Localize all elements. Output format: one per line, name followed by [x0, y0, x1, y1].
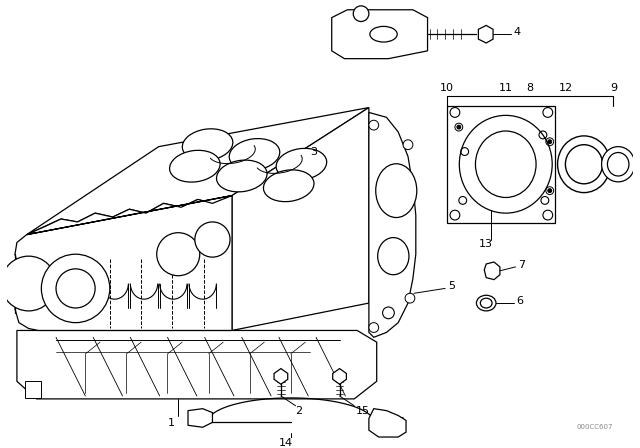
- Ellipse shape: [557, 136, 611, 193]
- Text: 6: 6: [516, 296, 524, 306]
- Ellipse shape: [481, 298, 492, 308]
- Ellipse shape: [229, 138, 280, 170]
- Polygon shape: [369, 112, 416, 337]
- Text: 13: 13: [479, 239, 493, 250]
- Text: 12: 12: [559, 83, 573, 93]
- Circle shape: [548, 189, 552, 193]
- Ellipse shape: [376, 164, 417, 218]
- Polygon shape: [188, 409, 212, 427]
- Polygon shape: [274, 369, 288, 384]
- Circle shape: [548, 140, 552, 144]
- Circle shape: [157, 233, 200, 276]
- Ellipse shape: [607, 152, 629, 176]
- Ellipse shape: [370, 26, 397, 42]
- Polygon shape: [333, 369, 346, 384]
- Polygon shape: [17, 331, 377, 399]
- Polygon shape: [369, 409, 406, 437]
- Text: 1: 1: [168, 418, 175, 428]
- Text: 4: 4: [513, 27, 521, 37]
- Circle shape: [1, 256, 56, 311]
- Circle shape: [56, 269, 95, 308]
- Text: 5: 5: [448, 281, 455, 292]
- Polygon shape: [484, 262, 500, 280]
- Polygon shape: [27, 108, 369, 235]
- Text: 3: 3: [310, 146, 317, 156]
- Ellipse shape: [476, 131, 536, 198]
- Ellipse shape: [602, 146, 635, 182]
- Ellipse shape: [182, 129, 233, 160]
- Text: 8: 8: [527, 83, 534, 93]
- Circle shape: [353, 6, 369, 22]
- Polygon shape: [447, 106, 555, 223]
- Ellipse shape: [170, 151, 220, 182]
- Text: 10: 10: [440, 83, 454, 93]
- Text: 9: 9: [611, 83, 618, 93]
- Polygon shape: [332, 10, 428, 59]
- Circle shape: [195, 222, 230, 257]
- Text: 7: 7: [518, 260, 525, 270]
- Circle shape: [42, 254, 110, 323]
- Ellipse shape: [264, 170, 314, 202]
- Text: 11: 11: [499, 83, 513, 93]
- Circle shape: [457, 125, 461, 129]
- Text: 000CC607: 000CC607: [577, 424, 613, 430]
- Ellipse shape: [276, 148, 326, 180]
- Text: 15: 15: [356, 405, 370, 416]
- Ellipse shape: [476, 295, 496, 311]
- Text: 2: 2: [296, 405, 303, 416]
- Ellipse shape: [565, 145, 602, 184]
- Circle shape: [403, 140, 413, 150]
- Polygon shape: [25, 381, 42, 398]
- Ellipse shape: [378, 237, 409, 275]
- Circle shape: [405, 293, 415, 303]
- Ellipse shape: [216, 160, 267, 192]
- Circle shape: [369, 323, 379, 332]
- Polygon shape: [478, 26, 493, 43]
- Circle shape: [369, 120, 379, 130]
- Polygon shape: [232, 108, 369, 331]
- Ellipse shape: [460, 116, 552, 213]
- Text: 14: 14: [278, 438, 293, 448]
- Polygon shape: [15, 195, 232, 331]
